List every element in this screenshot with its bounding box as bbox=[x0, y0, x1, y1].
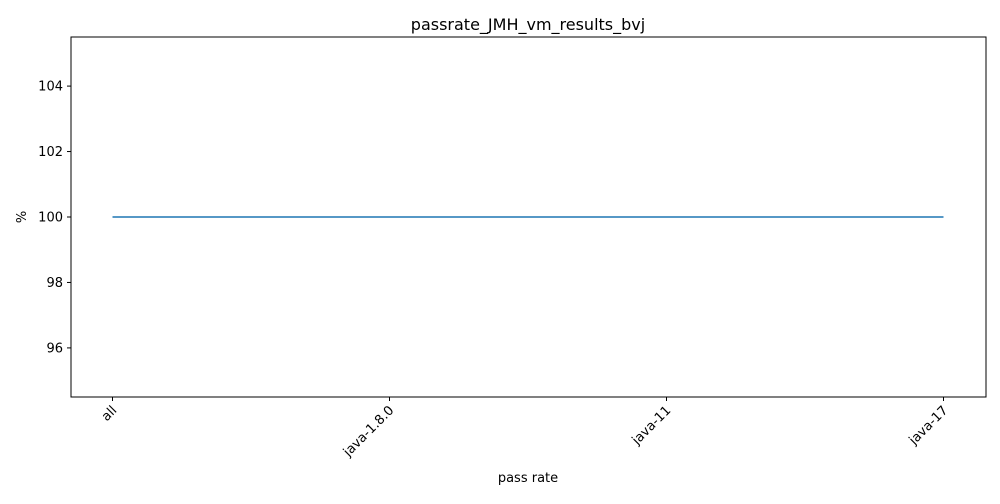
y-tick-label: 100 bbox=[38, 211, 63, 226]
y-tick-label: 104 bbox=[38, 80, 63, 95]
x-axis-label: pass rate bbox=[498, 471, 558, 486]
y-tick-label: 98 bbox=[46, 276, 63, 291]
y-axis-label: % bbox=[15, 211, 30, 223]
y-axis: 96 98 100 102 104 bbox=[38, 80, 71, 356]
y-tick-label: 102 bbox=[38, 145, 63, 160]
chart-title: passrate_JMH_vm_results_bvj bbox=[411, 15, 645, 35]
y-tick-label: 96 bbox=[46, 341, 63, 356]
